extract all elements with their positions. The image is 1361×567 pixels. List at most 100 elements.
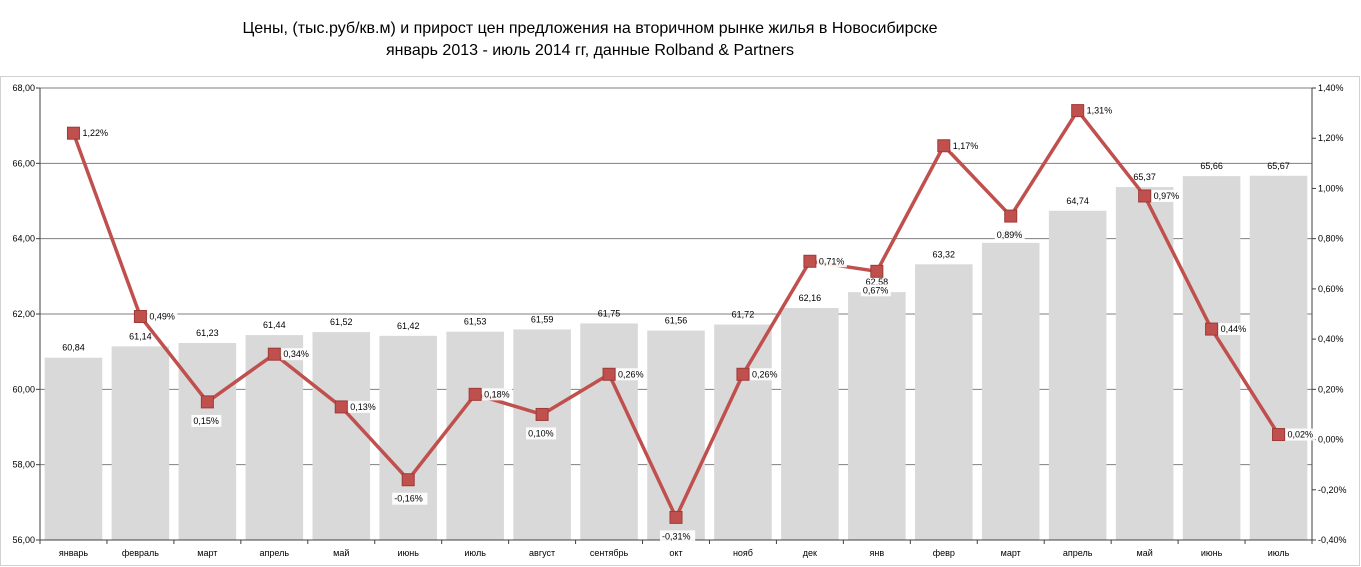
growth-label-bg [616, 368, 647, 381]
growth-label: -0,31% [662, 531, 691, 541]
growth-label: 0,26% [618, 369, 644, 379]
growth-label-bg [1151, 189, 1182, 202]
growth-label: 0,97% [1154, 191, 1180, 201]
right-tick-label: 1,40% [1318, 83, 1344, 93]
x-tick-label: июль [464, 548, 486, 558]
growth-label: 0,67% [863, 285, 889, 295]
chart-title: Цены, (тыс.руб/кв.м) и прирост цен предл… [0, 18, 1180, 62]
left-tick-label: 56,00 [12, 535, 35, 545]
growth-label: 1,17% [953, 141, 979, 151]
price-bar [111, 346, 170, 540]
price-label: 61,75 [598, 308, 621, 318]
price-label: 64,74 [1066, 196, 1089, 206]
right-tick-label: 1,00% [1318, 183, 1344, 193]
price-label: 61,23 [196, 328, 219, 338]
growth-label: 0,26% [752, 369, 778, 379]
growth-marker [267, 347, 281, 361]
growth-marker [602, 367, 616, 381]
price-label: 61,42 [397, 321, 420, 331]
x-tick-label: март [197, 548, 217, 558]
x-tick-label: сентябрь [590, 548, 629, 558]
x-tick-label: май [333, 548, 349, 558]
price-bar [245, 335, 304, 540]
growth-label: 1,31% [1087, 106, 1113, 116]
right-tick-label: 0,40% [1318, 334, 1344, 344]
growth-label: 0,18% [484, 389, 510, 399]
growth-label-bg [147, 310, 178, 323]
price-bar [781, 307, 839, 540]
growth-label: 0,89% [997, 230, 1023, 240]
left-tick-label: 66,00 [12, 158, 35, 168]
x-tick-label: апрель [260, 548, 290, 558]
growth-marker [535, 407, 549, 421]
growth-label-bg [526, 427, 557, 440]
growth-label: 0,13% [350, 402, 376, 412]
right-tick-label: -0,20% [1318, 485, 1347, 495]
x-tick-label: январь [59, 548, 89, 558]
right-tick-label: -0,40% [1318, 535, 1347, 545]
growth-marker [1071, 104, 1085, 118]
price-label: 60,84 [62, 343, 85, 353]
growth-marker [736, 367, 750, 381]
x-tick-label: февр [933, 548, 955, 558]
x-tick-label: июнь [1201, 548, 1223, 558]
growth-label-bg [860, 284, 891, 297]
x-tick-label: июнь [397, 548, 419, 558]
growth-label: 1,22% [82, 128, 108, 138]
right-tick-label: 1,20% [1318, 133, 1344, 143]
price-bar [1249, 175, 1308, 540]
growth-marker [66, 126, 80, 140]
growth-marker [468, 387, 482, 401]
x-tick-label: янв [870, 548, 885, 558]
price-bar [915, 264, 973, 540]
price-label: 65,67 [1267, 161, 1290, 171]
left-tick-label: 58,00 [12, 460, 35, 470]
price-label: 61,14 [129, 331, 152, 341]
price-bar [647, 330, 705, 540]
growth-marker [200, 395, 214, 409]
growth-label-bg [191, 414, 222, 427]
price-bar [379, 335, 437, 540]
growth-marker [1205, 322, 1219, 336]
price-bar [44, 357, 103, 540]
growth-label-bg [816, 255, 847, 268]
price-bar [312, 332, 371, 540]
price-bar [981, 242, 1040, 540]
x-tick-label: август [529, 548, 555, 558]
right-tick-label: 0,60% [1318, 284, 1344, 294]
growth-label: 0,34% [283, 349, 309, 359]
price-bar [580, 323, 638, 540]
x-tick-label: окт [669, 548, 682, 558]
left-tick-label: 68,00 [12, 83, 35, 93]
right-tick-label: 0,20% [1318, 384, 1344, 394]
price-bar [848, 292, 906, 540]
growth-label-bg [749, 368, 780, 381]
price-label: 62,58 [866, 277, 889, 287]
price-label: 61,72 [732, 310, 755, 320]
growth-label: 0,02% [1288, 430, 1314, 440]
price-bar [178, 343, 237, 540]
growth-marker [1272, 428, 1286, 442]
growth-label-bg [80, 127, 111, 140]
price-label: 61,56 [665, 316, 688, 326]
growth-label-bg [950, 139, 981, 152]
growth-marker [870, 264, 884, 278]
growth-label-bg [392, 492, 428, 505]
x-tick-label: июль [1268, 548, 1290, 558]
x-tick-label: апрель [1063, 548, 1093, 558]
growth-marker [334, 400, 348, 414]
chart-title-line-2: январь 2013 - июль 2014 гг, данные Rolba… [386, 42, 794, 59]
x-tick-label: март [1001, 548, 1021, 558]
x-tick-label: май [1137, 548, 1153, 558]
growth-label-bg [1084, 104, 1115, 117]
growth-label-bg [1285, 428, 1316, 441]
growth-marker [401, 473, 415, 487]
price-bar [714, 324, 772, 540]
price-label: 61,53 [464, 317, 487, 327]
growth-label: 0,10% [528, 428, 554, 438]
price-label: 65,37 [1133, 172, 1156, 182]
growth-label-bg [660, 530, 696, 543]
growth-label: 0,15% [193, 416, 219, 426]
price-bar [446, 331, 504, 540]
